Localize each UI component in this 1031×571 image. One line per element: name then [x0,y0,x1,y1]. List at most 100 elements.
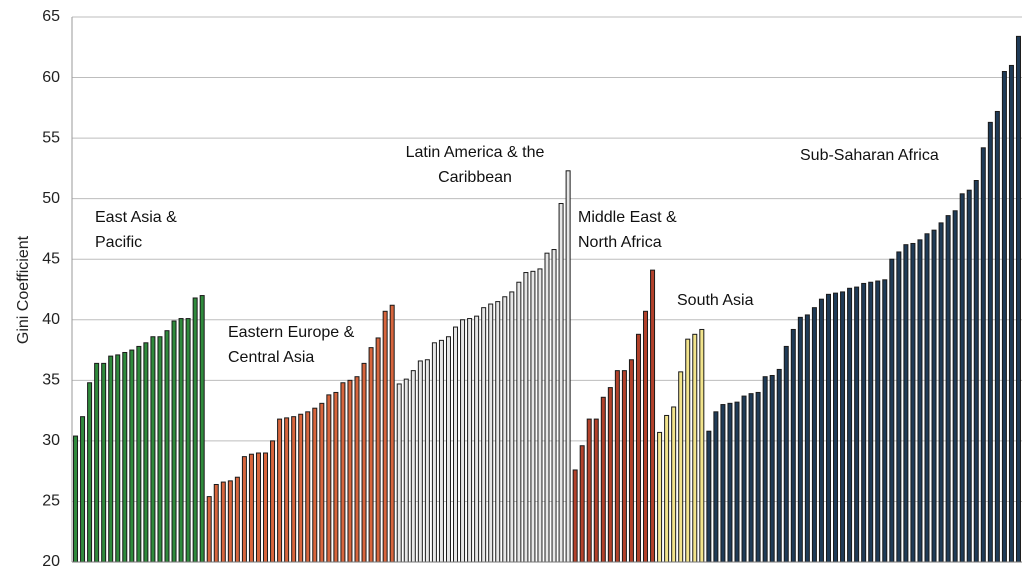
bar [664,414,670,563]
bar [896,251,902,563]
bar [537,268,543,563]
bar [199,295,205,563]
bar [847,287,853,563]
bar [741,395,747,563]
bar [776,368,782,563]
bar [361,362,367,563]
bar [727,402,733,563]
bar [586,418,592,563]
bar [769,374,775,563]
y-axis-label: Gini Coefficient [15,235,32,344]
bar [889,258,895,563]
y-tick-label: 25 [42,493,60,510]
region-label: East Asia & Pacific [95,209,177,251]
bar [600,396,606,563]
bar [952,210,958,563]
bar [375,337,381,563]
bar [185,318,191,563]
bar [122,351,128,563]
bar [234,476,240,563]
bar [1015,35,1021,563]
bar [445,336,451,563]
bar [481,307,487,563]
bar [671,406,677,563]
bar [241,456,247,563]
bar [797,316,803,563]
bar [966,189,972,563]
bar [171,320,177,563]
bar [748,393,754,563]
bar [284,417,290,563]
bar [277,418,283,563]
region-label: South Asia [677,292,754,309]
y-tick-label: 45 [42,250,60,267]
bar [544,252,550,563]
bar [150,336,156,563]
bar [516,281,522,563]
bar [333,391,339,563]
bar [706,430,712,563]
bar [657,431,663,563]
bar [108,355,114,563]
y-tick-label: 35 [42,372,60,389]
bar [340,382,346,563]
y-tick-label: 55 [42,129,60,146]
bar [635,333,641,563]
bar [319,402,325,563]
bar [410,370,416,563]
bar [833,292,839,563]
bar [917,239,923,563]
bar [270,440,276,563]
region-label: Eastern Europe & Central Asia [228,324,355,366]
bar [650,269,656,563]
region-label: Sub-Saharan Africa [800,147,939,164]
bar [220,481,226,563]
bar [783,345,789,563]
bar [861,282,867,563]
bar [192,297,198,563]
bar [931,229,937,563]
bar [248,453,254,563]
bar [868,281,874,563]
bar [973,180,979,563]
bar [755,391,761,563]
bar [453,326,459,563]
bar [1001,71,1007,563]
bar [790,328,796,563]
bar [115,354,121,563]
bar [101,362,107,563]
bar [136,345,142,563]
y-tick-label: 20 [42,553,60,570]
bar [621,370,627,563]
bar [854,286,860,563]
bar [298,413,304,563]
bar [431,342,437,563]
region-label: Latin America & the Caribbean [405,144,545,186]
bar [347,379,353,563]
y-tick-label: 30 [42,432,60,449]
bar [1008,64,1014,563]
bar [614,370,620,563]
bar [438,339,444,563]
bar [206,496,212,563]
bar [263,452,269,563]
bar [326,394,332,563]
bar [987,121,993,563]
bar [551,249,557,563]
region-label: Middle East & North Africa [578,209,677,251]
bar [424,359,430,563]
bar [495,301,501,563]
bar [762,376,768,563]
bar [291,416,297,563]
bar [720,404,726,563]
bar [734,401,740,563]
bar [368,347,374,563]
bar [94,362,100,563]
bar [73,435,79,563]
bar [396,383,402,563]
bar [572,469,578,563]
bar [565,170,571,563]
bar [994,110,1000,563]
bar [607,387,613,563]
bar [910,242,916,563]
